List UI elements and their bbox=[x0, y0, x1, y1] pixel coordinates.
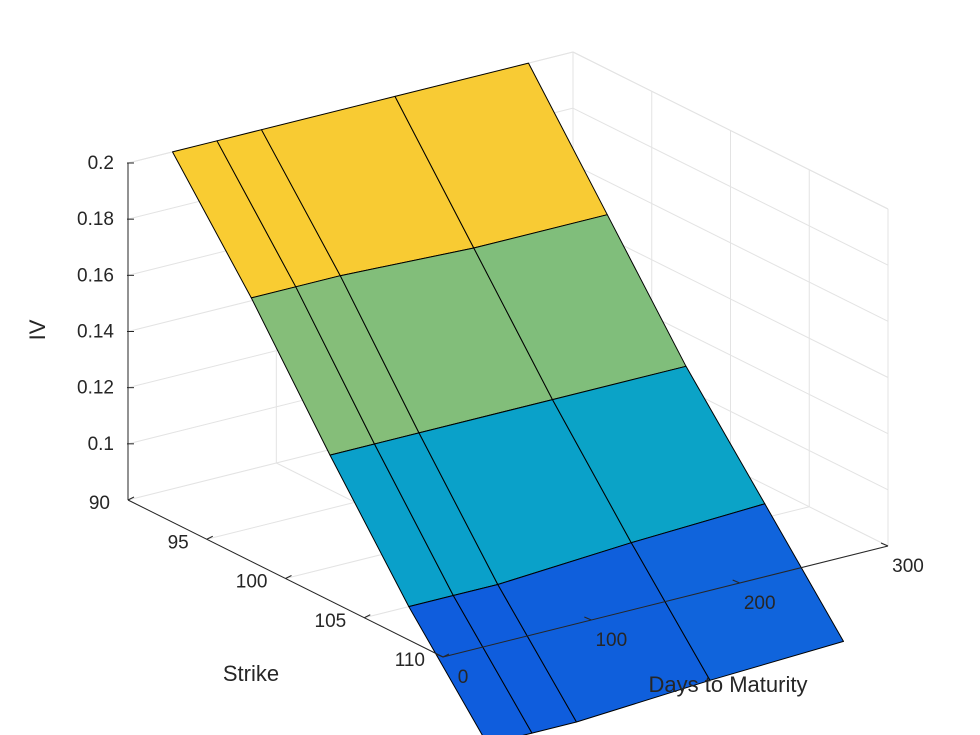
x-axis-line bbox=[442, 545, 889, 658]
z-tick-label: 0.14 bbox=[77, 322, 114, 343]
x-tick bbox=[584, 616, 592, 621]
z-tick-label: 0.12 bbox=[77, 378, 114, 399]
grid-line bbox=[572, 107, 889, 266]
y-tick bbox=[364, 614, 371, 619]
x-tick-label: 300 bbox=[892, 556, 924, 577]
x-tick bbox=[732, 579, 740, 584]
z-tick-label: 0.18 bbox=[77, 209, 114, 230]
grid-line bbox=[572, 163, 889, 322]
x-tick bbox=[880, 542, 889, 547]
y-tick-label: 90 bbox=[89, 493, 110, 514]
x-tick-label: 200 bbox=[744, 593, 776, 614]
z-axis-title: IV bbox=[25, 319, 50, 340]
grid-line bbox=[572, 220, 889, 378]
surface-patch bbox=[630, 503, 844, 681]
x-axis-title: Days to Maturity bbox=[649, 672, 808, 697]
y-tick bbox=[442, 653, 450, 658]
y-tick bbox=[285, 575, 292, 579]
y-tick-label: 105 bbox=[315, 611, 347, 632]
y-tick bbox=[127, 496, 135, 501]
x-tick bbox=[435, 653, 444, 658]
z-tick-label: 0.2 bbox=[88, 153, 114, 174]
x-tick-label: 0 bbox=[458, 667, 469, 688]
y-tick-label: 95 bbox=[168, 532, 189, 553]
box-edge bbox=[572, 51, 889, 210]
y-axis-title: Strike bbox=[223, 661, 279, 686]
z-tick-label: 0.16 bbox=[77, 265, 114, 286]
x-tick-label: 100 bbox=[595, 630, 627, 651]
y-tick-label: 110 bbox=[395, 650, 425, 671]
z-tick-label: 0.1 bbox=[88, 434, 114, 455]
y-tick-label: 100 bbox=[236, 572, 268, 593]
y-tick bbox=[206, 535, 213, 540]
